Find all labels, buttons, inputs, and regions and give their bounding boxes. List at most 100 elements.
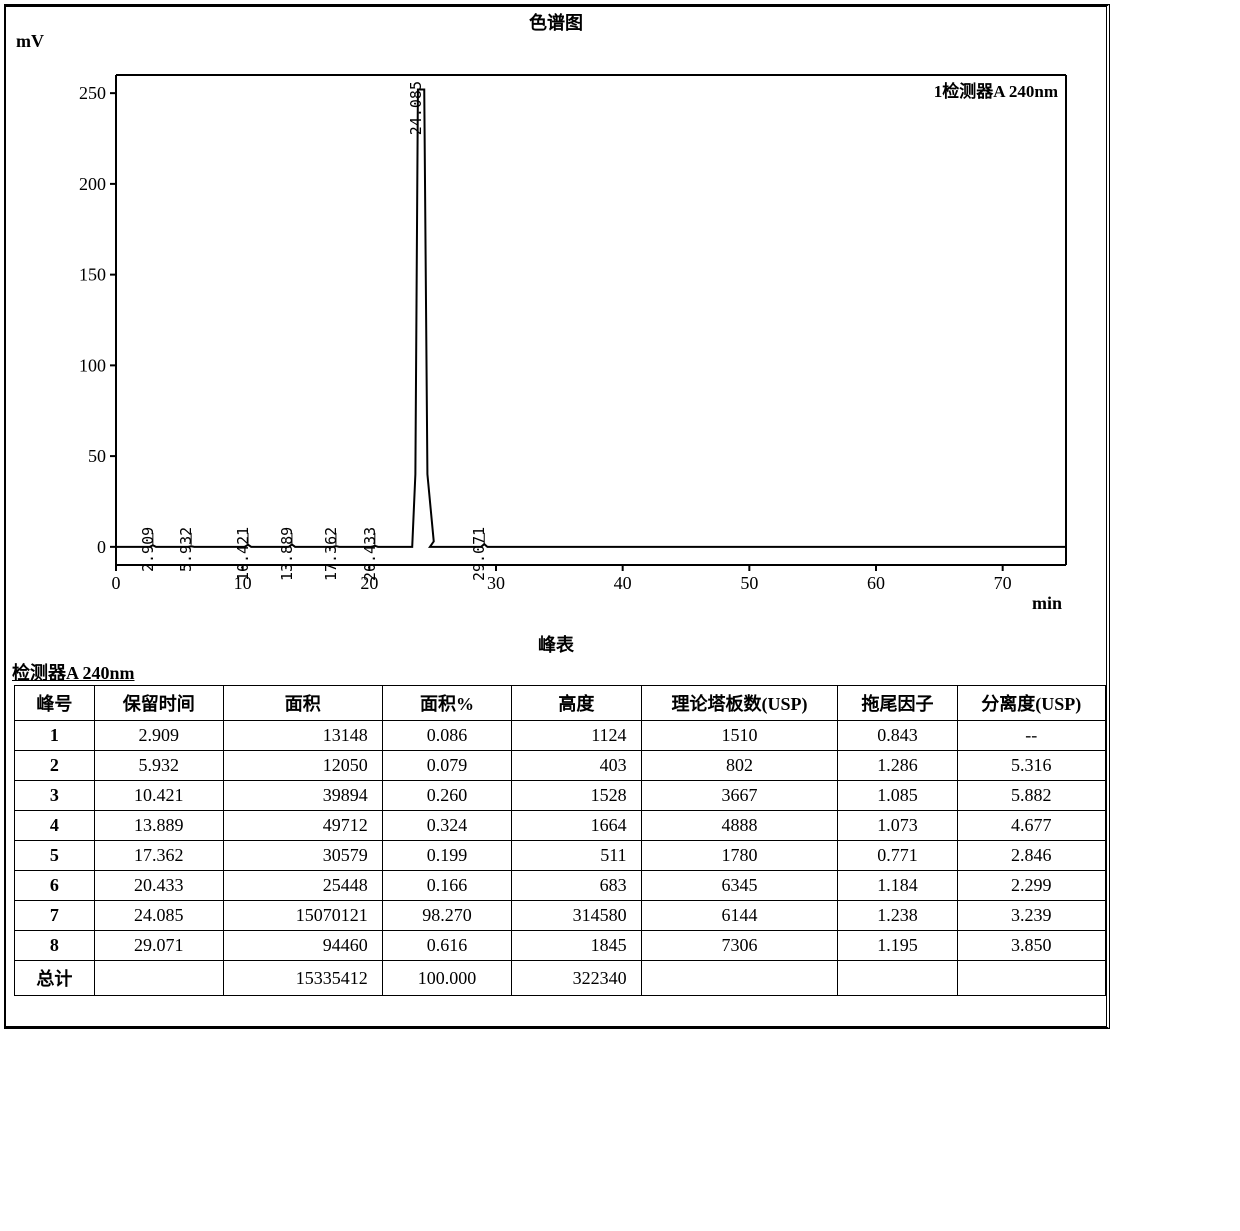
table-cell: 94460 bbox=[223, 931, 382, 961]
svg-text:17.362: 17.362 bbox=[322, 527, 340, 581]
peak-table-title: 峰表 bbox=[6, 631, 1106, 657]
table-cell: 13.889 bbox=[94, 811, 223, 841]
table-cell: 3.239 bbox=[957, 901, 1105, 931]
table-cell: 6345 bbox=[641, 871, 838, 901]
peak-table-header: 理论塔板数(USP) bbox=[641, 686, 838, 721]
table-cell: 13148 bbox=[223, 721, 382, 751]
svg-text:2.909: 2.909 bbox=[139, 527, 157, 572]
table-cell: 100.000 bbox=[382, 961, 511, 996]
table-cell: 802 bbox=[641, 751, 838, 781]
peak-table: 峰号保留时间面积面积%高度理论塔板数(USP)拖尾因子分离度(USP)12.90… bbox=[14, 685, 1106, 996]
svg-text:50: 50 bbox=[740, 573, 758, 593]
table-row: 310.421398940.260152836671.0855.882 bbox=[15, 781, 1106, 811]
table-cell: 2.299 bbox=[957, 871, 1105, 901]
svg-text:5.932: 5.932 bbox=[177, 527, 195, 572]
svg-text:10.421: 10.421 bbox=[234, 527, 252, 581]
table-cell: 4888 bbox=[641, 811, 838, 841]
table-cell: 3667 bbox=[641, 781, 838, 811]
table-cell: 29.071 bbox=[94, 931, 223, 961]
table-cell: 5.932 bbox=[94, 751, 223, 781]
svg-text:100: 100 bbox=[79, 355, 106, 375]
table-cell: 15335412 bbox=[223, 961, 382, 996]
table-cell: 0.843 bbox=[838, 721, 957, 751]
table-cell: 1.286 bbox=[838, 751, 957, 781]
table-cell: 1510 bbox=[641, 721, 838, 751]
table-cell: 5.316 bbox=[957, 751, 1105, 781]
table-cell: 0.324 bbox=[382, 811, 511, 841]
table-cell: 322340 bbox=[512, 961, 641, 996]
table-cell: 39894 bbox=[223, 781, 382, 811]
table-cell: 683 bbox=[512, 871, 641, 901]
table-cell: 511 bbox=[512, 841, 641, 871]
svg-text:29.071: 29.071 bbox=[470, 527, 488, 581]
table-cell: 2.909 bbox=[94, 721, 223, 751]
table-cell: 7306 bbox=[641, 931, 838, 961]
table-cell bbox=[957, 961, 1105, 996]
table-row: 620.433254480.16668363451.1842.299 bbox=[15, 871, 1106, 901]
svg-text:250: 250 bbox=[79, 83, 106, 103]
table-cell: 1845 bbox=[512, 931, 641, 961]
table-cell: 10.421 bbox=[94, 781, 223, 811]
table-cell: 0.086 bbox=[382, 721, 511, 751]
table-cell: 2 bbox=[15, 751, 95, 781]
svg-text:200: 200 bbox=[79, 174, 106, 194]
peak-table-header: 面积 bbox=[223, 686, 382, 721]
peak-table-header: 高度 bbox=[512, 686, 641, 721]
table-cell: 1.073 bbox=[838, 811, 957, 841]
table-cell: 4 bbox=[15, 811, 95, 841]
table-cell: 17.362 bbox=[94, 841, 223, 871]
y-axis-label: mV bbox=[16, 31, 44, 52]
table-cell: 1.238 bbox=[838, 901, 957, 931]
table-cell: 5 bbox=[15, 841, 95, 871]
table-row: 总计 15335412100.000322340 bbox=[15, 961, 1106, 996]
table-cell: 0.079 bbox=[382, 751, 511, 781]
report-frame: 色谱图 mV 050100150200250010203040506070min… bbox=[4, 4, 1110, 1029]
table-cell: 4.677 bbox=[957, 811, 1105, 841]
table-row: 724.0851507012198.27031458061441.2383.23… bbox=[15, 901, 1106, 931]
peak-table-header: 拖尾因子 bbox=[838, 686, 957, 721]
table-cell bbox=[94, 961, 223, 996]
svg-text:70: 70 bbox=[994, 573, 1012, 593]
table-cell: 1528 bbox=[512, 781, 641, 811]
svg-text:60: 60 bbox=[867, 573, 885, 593]
table-cell: 98.270 bbox=[382, 901, 511, 931]
table-cell: 1.085 bbox=[838, 781, 957, 811]
table-cell: 6 bbox=[15, 871, 95, 901]
table-cell: 314580 bbox=[512, 901, 641, 931]
table-cell: 24.085 bbox=[94, 901, 223, 931]
table-cell: 0.166 bbox=[382, 871, 511, 901]
svg-text:24.085: 24.085 bbox=[407, 81, 425, 135]
peak-table-header: 保留时间 bbox=[94, 686, 223, 721]
peak-table-header: 分离度(USP) bbox=[957, 686, 1105, 721]
table-cell: -- bbox=[957, 721, 1105, 751]
table-row: 829.071944600.616184573061.1953.850 bbox=[15, 931, 1106, 961]
svg-text:20.433: 20.433 bbox=[361, 527, 379, 581]
table-cell: 0.616 bbox=[382, 931, 511, 961]
table-cell: 总计 bbox=[15, 961, 95, 996]
peak-table-header: 面积% bbox=[382, 686, 511, 721]
table-cell: 30579 bbox=[223, 841, 382, 871]
table-cell: 1124 bbox=[512, 721, 641, 751]
table-cell: 1.184 bbox=[838, 871, 957, 901]
chromatogram-svg: 050100150200250010203040506070min1检测器A 2… bbox=[66, 65, 1076, 625]
table-cell: 49712 bbox=[223, 811, 382, 841]
svg-text:0: 0 bbox=[112, 573, 121, 593]
detector-label: 检测器A 240nm bbox=[12, 659, 1106, 685]
table-cell: 0.260 bbox=[382, 781, 511, 811]
svg-text:40: 40 bbox=[614, 573, 632, 593]
table-row: 12.909131480.086112415100.843-- bbox=[15, 721, 1106, 751]
table-cell: 7 bbox=[15, 901, 95, 931]
table-row: 25.932120500.0794038021.2865.316 bbox=[15, 751, 1106, 781]
svg-text:1检测器A 240nm: 1检测器A 240nm bbox=[934, 81, 1058, 101]
svg-text:13.889: 13.889 bbox=[278, 527, 296, 581]
chart-title: 色谱图 bbox=[6, 7, 1106, 35]
table-cell: 8 bbox=[15, 931, 95, 961]
table-cell: 403 bbox=[512, 751, 641, 781]
table-cell bbox=[838, 961, 957, 996]
table-cell: 1664 bbox=[512, 811, 641, 841]
table-cell: 5.882 bbox=[957, 781, 1105, 811]
table-cell: 1 bbox=[15, 721, 95, 751]
table-cell: 2.846 bbox=[957, 841, 1105, 871]
table-cell: 0.199 bbox=[382, 841, 511, 871]
peak-table-header: 峰号 bbox=[15, 686, 95, 721]
